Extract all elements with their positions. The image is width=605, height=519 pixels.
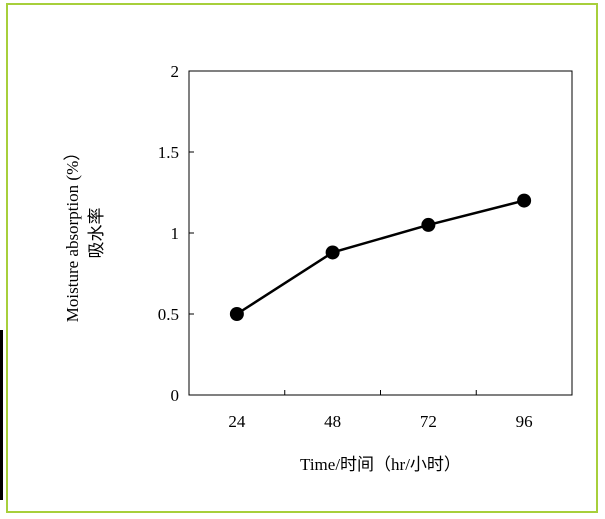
x-tick-label: 48 [324,412,341,431]
data-point [325,245,340,260]
data-point [517,193,532,208]
x-tick-label: 72 [420,412,437,431]
chart-svg: 0 0.5 1 1.5 2 24 48 72 96 Moisture absorption (%… [63,62,573,474]
chart-frame: 0 0.5 1 1.5 2 24 48 72 96 Moisture absorption (%… [6,3,598,513]
x-tick-label: 96 [516,412,533,431]
series-line [236,199,525,316]
y-tick-label: 1 [171,224,180,243]
y-axis-title-chinese: 吸水率 [87,208,106,259]
data-point [421,217,436,232]
plot-area: 0 0.5 1 1.5 2 24 48 72 96 [158,62,573,431]
y-tick-label: 0 [171,386,180,405]
left-edge-mark [0,330,3,500]
y-tick-label: 2 [171,62,180,81]
y-tick-label: 0.5 [158,305,179,324]
data-point [229,307,244,321]
plot-border [188,70,573,396]
y-axis-title: Moisture absorption (%） [63,144,82,322]
y-tick-label: 1.5 [158,143,179,162]
x-axis-title: Time/时间（hr/小时） [300,455,461,474]
x-tick-label: 24 [228,412,246,431]
